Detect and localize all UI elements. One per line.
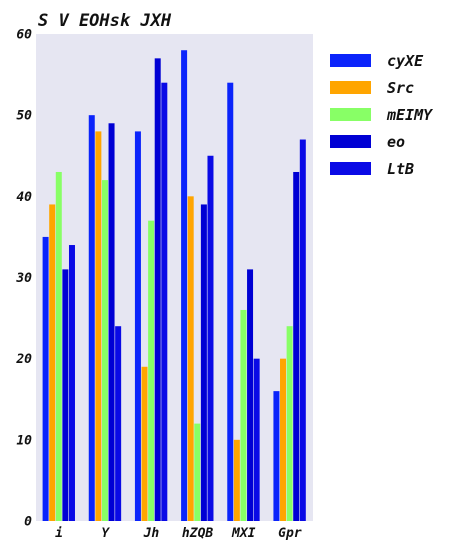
bar-LtB-i bbox=[68, 245, 75, 521]
bar-cyXE-MXI bbox=[227, 82, 234, 521]
x-tick-label: Y bbox=[101, 526, 110, 541]
bar-LtB-Gpr bbox=[299, 139, 306, 521]
plot-area bbox=[36, 34, 313, 521]
bar-eo-Y bbox=[108, 123, 115, 521]
legend-swatch-LtB bbox=[330, 162, 371, 175]
bar-eo-i bbox=[62, 269, 69, 521]
x-tick-label: Jh bbox=[143, 526, 160, 541]
bar-Src-i bbox=[49, 204, 56, 521]
bar-mEIMY-Jh bbox=[148, 220, 155, 521]
bar-cyXE-Gpr bbox=[273, 391, 280, 521]
bar-eo-MXI bbox=[247, 269, 254, 521]
bar-Src-Jh bbox=[141, 366, 148, 521]
legend-label-cyXE: cyXE bbox=[387, 52, 424, 70]
bar-cyXE-i bbox=[42, 236, 49, 522]
legend-label-LtB: LtB bbox=[387, 160, 414, 178]
bar-Src-hZQB bbox=[187, 196, 194, 521]
legend: cyXE Src mEIMY eo LtB bbox=[330, 52, 433, 178]
bar-mEIMY-Y bbox=[101, 180, 108, 521]
y-tick-label: 0 bbox=[24, 515, 32, 530]
legend-label-mEIMY: mEIMY bbox=[386, 106, 433, 124]
bar-mEIMY-i bbox=[55, 171, 62, 522]
x-tick-label: Gpr bbox=[278, 526, 302, 541]
legend-label-eo: eo bbox=[387, 133, 405, 151]
bar-LtB-Jh bbox=[161, 82, 168, 521]
bar-cyXE-Y bbox=[88, 115, 95, 522]
bar-Src-Gpr bbox=[280, 358, 287, 521]
y-tick-label: 10 bbox=[16, 433, 32, 448]
bar-eo-hZQB bbox=[200, 204, 207, 521]
x-axis: i Y Jh hZQB MXI Gpr bbox=[55, 526, 302, 541]
bar-eo-Jh bbox=[154, 58, 161, 521]
y-tick-label: 40 bbox=[16, 190, 32, 205]
x-tick-label: MXI bbox=[231, 526, 256, 541]
y-tick-label: 50 bbox=[16, 109, 32, 124]
y-tick-label: 30 bbox=[15, 271, 32, 286]
legend-swatch-mEIMY bbox=[330, 108, 371, 121]
legend-label-Src: Src bbox=[387, 79, 414, 97]
bar-mEIMY-MXI bbox=[240, 309, 247, 521]
bar-cyXE-Jh bbox=[134, 131, 141, 521]
bar-LtB-hZQB bbox=[207, 155, 214, 521]
legend-swatch-Src bbox=[330, 81, 371, 94]
legend-swatch-eo bbox=[330, 135, 371, 148]
bar-Src-Y bbox=[95, 131, 102, 521]
legend-swatch-cyXE bbox=[330, 54, 371, 67]
bar-LtB-MXI bbox=[253, 358, 260, 521]
bar-LtB-Y bbox=[115, 326, 122, 521]
y-tick-label: 60 bbox=[16, 28, 32, 43]
chart-title: S V EOHsk JXH bbox=[38, 11, 172, 31]
bar-mEIMY-hZQB bbox=[194, 423, 201, 521]
bar-eo-Gpr bbox=[293, 171, 300, 522]
x-tick-label: i bbox=[55, 526, 63, 541]
bar-cyXE-hZQB bbox=[181, 50, 188, 521]
bars-group bbox=[42, 50, 306, 522]
bar-Src-MXI bbox=[233, 439, 240, 521]
x-tick-label: hZQB bbox=[182, 526, 213, 541]
bar-mEIMY-Gpr bbox=[286, 326, 293, 521]
y-axis: 0 10 20 30 40 50 60 bbox=[15, 28, 32, 530]
y-tick-label: 20 bbox=[15, 352, 32, 367]
